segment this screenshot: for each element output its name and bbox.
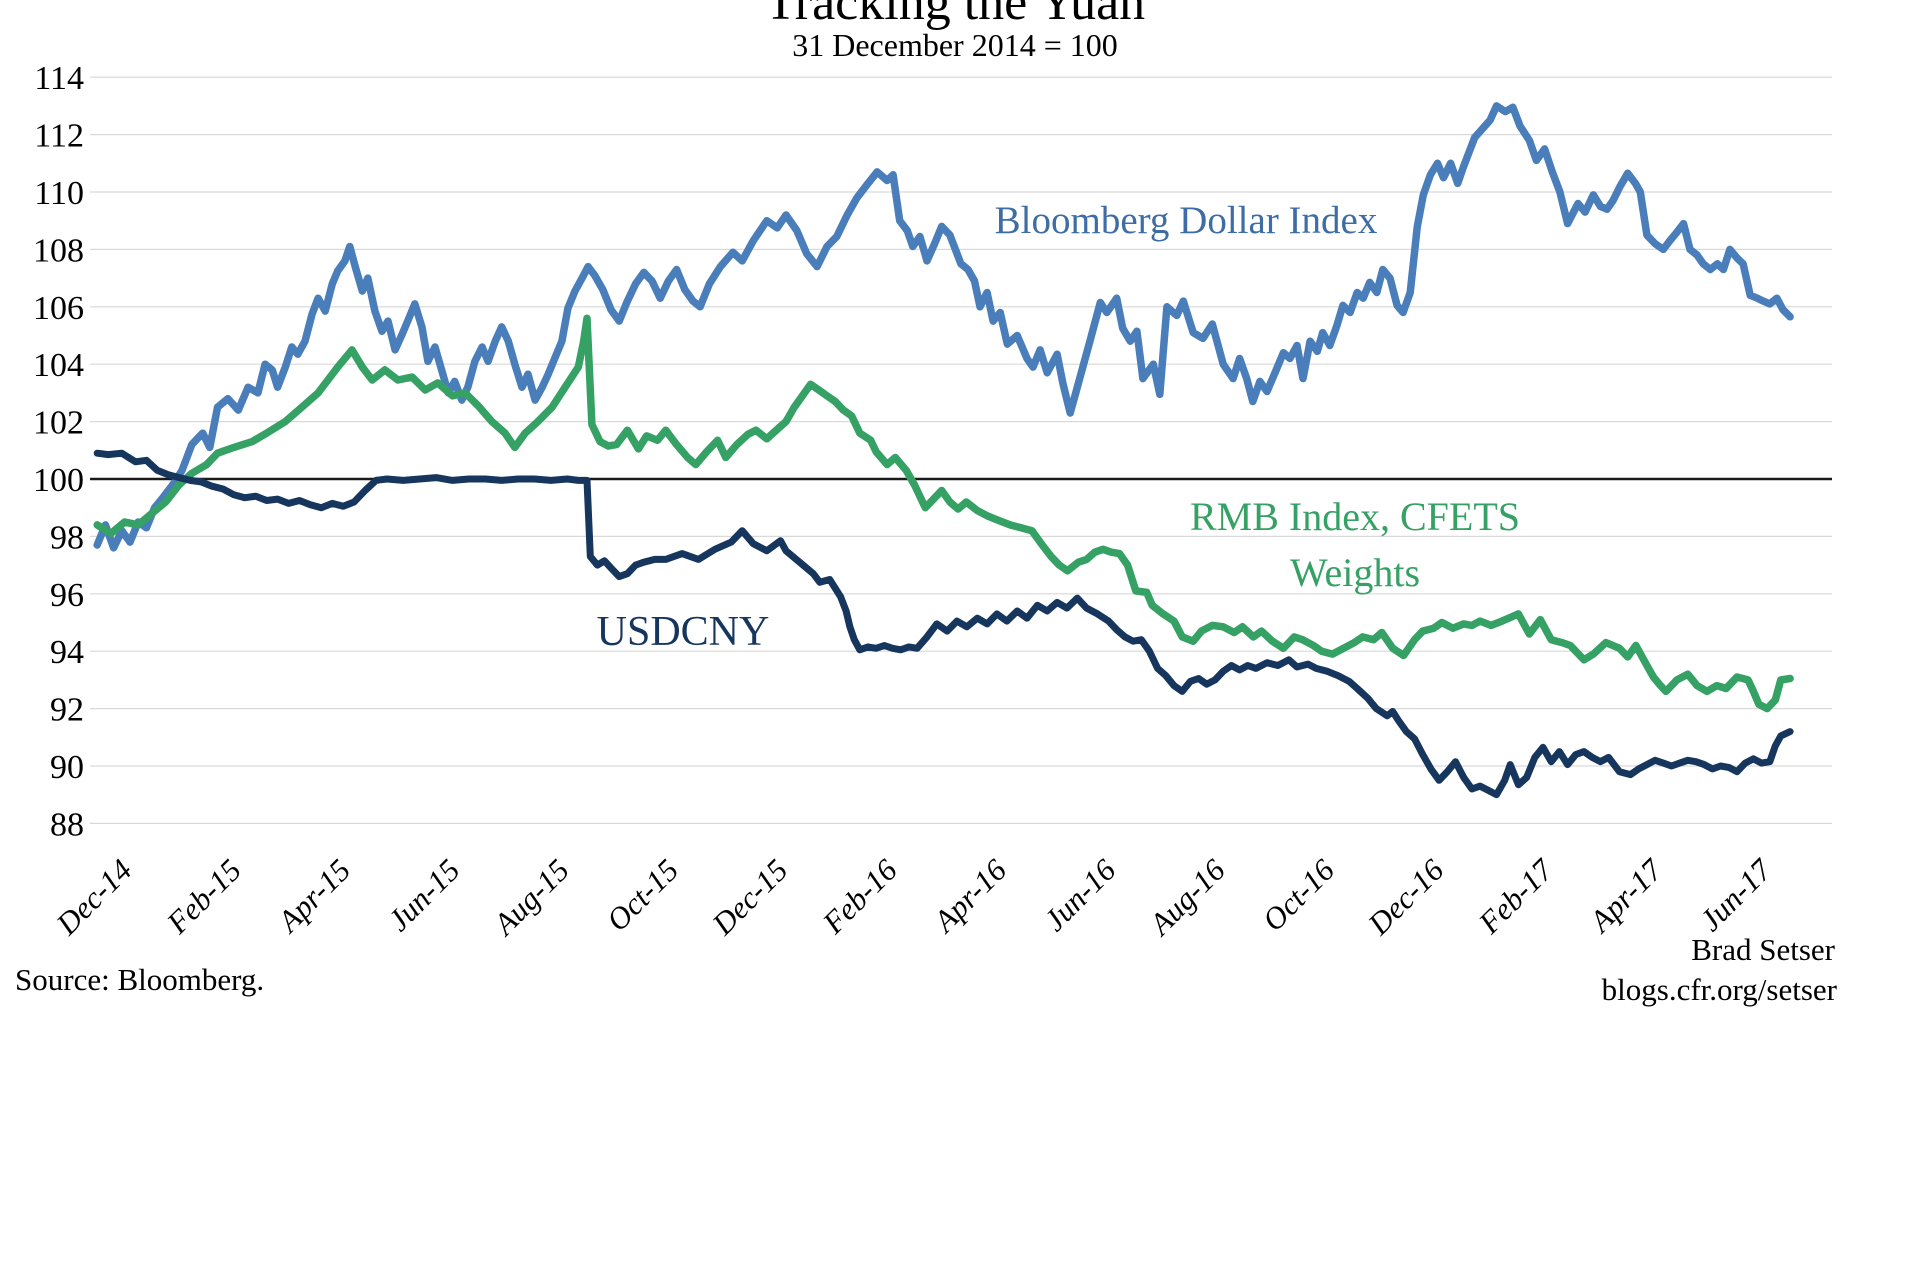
- y-axis-tick-label: 112: [34, 118, 84, 155]
- x-axis-tick-label: Dec-16: [1360, 852, 1450, 942]
- y-axis-tick-label: 102: [33, 405, 84, 442]
- x-axis-tick-label: Feb-15: [159, 852, 248, 941]
- y-axis-tick-label: 100: [33, 462, 84, 499]
- x-axis-tick-label: Apr-16: [925, 852, 1013, 940]
- x-axis-tick-label: Jun-17: [1693, 851, 1780, 938]
- y-axis-tick-label: 94: [50, 634, 84, 671]
- series-line-bloomberg-dollar-index: [93, 102, 1794, 552]
- series-line-rmb-index-cfets-weights: [93, 314, 1794, 713]
- x-axis-tick-label: Apr-17: [1581, 851, 1670, 940]
- y-axis-tick-label: 90: [50, 749, 84, 786]
- y-axis-tick-label: 106: [33, 290, 84, 327]
- x-axis-tick-label: Apr-15: [269, 852, 357, 940]
- series-label-rmb-index: RMB Index, CFETS Weights: [1138, 489, 1572, 601]
- y-axis-tick-label: 88: [50, 806, 84, 843]
- y-axis-tick-label: 108: [33, 232, 84, 269]
- series-label-rmb-line2: Weights: [1289, 550, 1421, 595]
- chart-subtitle: 31 December 2014 = 100: [792, 27, 1118, 63]
- series-line-usdcny: [93, 449, 1794, 799]
- series-label-bloomberg-dollar-index: Bloomberg Dollar Index: [994, 199, 1378, 242]
- x-axis-tick-label: Jun-15: [381, 852, 467, 938]
- x-axis-tick-label: Dec-14: [49, 852, 139, 942]
- x-axis-tick-label: Feb-17: [1471, 851, 1561, 941]
- x-axis-tick-label: Dec-15: [705, 852, 795, 942]
- y-axis-tick-label: 98: [50, 519, 84, 556]
- page-title: Tracking the Yuan: [764, 0, 1146, 31]
- x-axis-tick-label: Aug-15: [485, 852, 576, 943]
- series-label-usdcny: USDCNY: [596, 609, 770, 655]
- y-axis-tick-label: 110: [34, 175, 84, 212]
- y-axis-tick-label: 114: [34, 60, 84, 97]
- y-axis-tick-label: 92: [50, 692, 84, 729]
- credit-url: blogs.cfr.org/setser: [1601, 972, 1837, 1007]
- x-axis-tick-label: Oct-16: [1255, 852, 1341, 938]
- x-axis-tick-label: Aug-16: [1141, 852, 1232, 943]
- author-credit: Brad Setser: [1691, 932, 1835, 967]
- x-axis-tick-label: Oct-15: [600, 852, 686, 938]
- x-axis-tick-label: Jun-16: [1037, 852, 1123, 938]
- y-axis-tick-label: 104: [33, 347, 84, 384]
- series-label-rmb-line1: RMB Index, CFETS: [1189, 494, 1521, 539]
- y-axis-tick-label: 96: [50, 577, 84, 614]
- x-axis-tick-label: Feb-16: [815, 852, 904, 941]
- source-note: Source: Bloomberg.: [15, 962, 265, 997]
